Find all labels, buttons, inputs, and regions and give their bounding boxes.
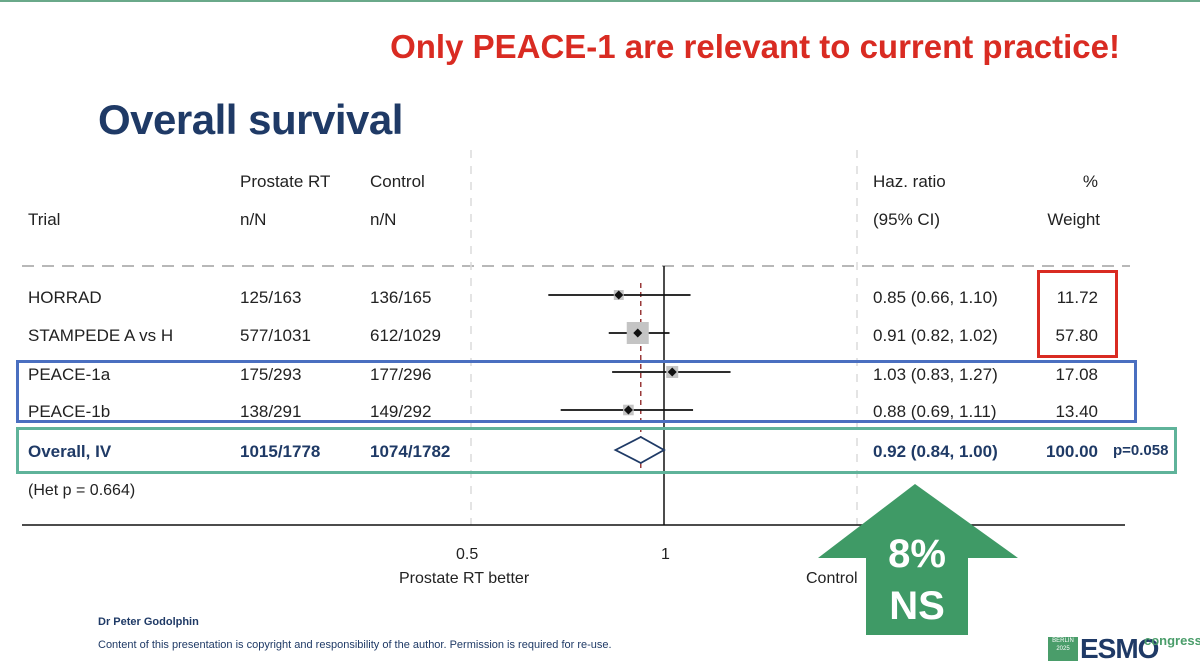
point-estimate xyxy=(633,328,643,338)
row-weight: 11.72 xyxy=(1056,288,1098,307)
x-label-left: Prostate RT better xyxy=(399,570,530,587)
row-control-events: 177/296 xyxy=(370,365,432,384)
point-estimate xyxy=(623,405,633,415)
row-weight: 57.80 xyxy=(1055,326,1098,345)
overall-hr-ci: 0.92 (0.84, 1.00) xyxy=(873,442,998,461)
overall-weight: 100.00 xyxy=(1046,442,1098,461)
overall-highlight-box xyxy=(16,427,1177,474)
peace1-highlight-box xyxy=(16,360,1137,423)
copyright-notice: Content of this presentation is copyrigh… xyxy=(98,639,612,651)
header-weight-pct: % xyxy=(1082,172,1098,191)
row-rt-events: 138/291 xyxy=(240,402,302,421)
row-hr-ci: 0.85 (0.66, 1.10) xyxy=(873,288,998,307)
header-prostate-rt: Prostate RT xyxy=(240,172,331,191)
row-control-events: 136/165 xyxy=(370,288,432,307)
x-tick-05: 0.5 xyxy=(456,546,479,563)
logo-badge-year: 2025 xyxy=(1056,646,1070,652)
overall-control-events: 1074/1782 xyxy=(370,442,451,461)
callout-percentage: 8% xyxy=(888,532,946,576)
row-trial-name: PEACE-1b xyxy=(28,402,111,421)
row-trial-name: STAMPEDE A vs H xyxy=(28,326,174,345)
logo-badge: BERLIN 2025 xyxy=(1048,637,1078,661)
up-arrow-icon xyxy=(818,484,1018,635)
row-control-events: 149/292 xyxy=(370,402,432,421)
x-tick-1: 1 xyxy=(661,546,670,563)
overall-diamond xyxy=(613,435,666,465)
row-weight: 17.08 xyxy=(1055,365,1098,384)
callout-significance: NS xyxy=(889,584,945,628)
row-hr-ci: 0.91 (0.82, 1.02) xyxy=(873,326,998,345)
logo-badge-city: BERLIN xyxy=(1052,638,1074,644)
slide-headline: Only PEACE-1 are relevant to current pra… xyxy=(390,28,1120,65)
header-control: Control xyxy=(370,172,425,191)
row-trial-name: PEACE-1a xyxy=(28,365,111,384)
row-hr-ci: 0.88 (0.69, 1.11) xyxy=(873,402,997,421)
point-estimate xyxy=(614,290,624,300)
logo-brand: ESMO xyxy=(1080,633,1159,664)
weight-highlight-box xyxy=(1037,270,1118,358)
top-accent-line xyxy=(0,0,1200,2)
x-label-right: Control xyxy=(806,570,858,587)
slide-title: Overall survival xyxy=(98,96,403,143)
logo-congress: congress xyxy=(1144,633,1200,648)
row-rt-events: 175/293 xyxy=(240,365,302,384)
heterogeneity-note: (Het p = 0.664) xyxy=(28,482,136,499)
row-hr-ci: 1.03 (0.83, 1.27) xyxy=(873,365,998,384)
point-estimate xyxy=(667,367,677,377)
header-control-nN: n/N xyxy=(370,210,397,229)
header-ci: (95% CI) xyxy=(873,210,941,229)
header-weight: Weight xyxy=(1047,210,1100,229)
row-weight: 13.40 xyxy=(1055,402,1098,421)
overall-trial-name: Overall, IV xyxy=(28,442,112,461)
header-prostate-rt-nN: n/N xyxy=(240,210,267,229)
header-hazard-ratio: Haz. ratio xyxy=(873,172,946,191)
row-rt-events: 125/163 xyxy=(240,288,302,307)
overall-rt-events: 1015/1778 xyxy=(240,442,321,461)
header-trial: Trial xyxy=(28,210,61,229)
row-trial-name: HORRAD xyxy=(28,288,102,307)
esmo-logo: BERLIN 2025 ESMO congress xyxy=(1048,633,1200,664)
row-rt-events: 577/1031 xyxy=(240,326,311,345)
overall-p-value: p=0.058 xyxy=(1113,442,1169,459)
presenter-name: Dr Peter Godolphin xyxy=(98,616,199,628)
row-control-events: 612/1029 xyxy=(370,326,441,345)
